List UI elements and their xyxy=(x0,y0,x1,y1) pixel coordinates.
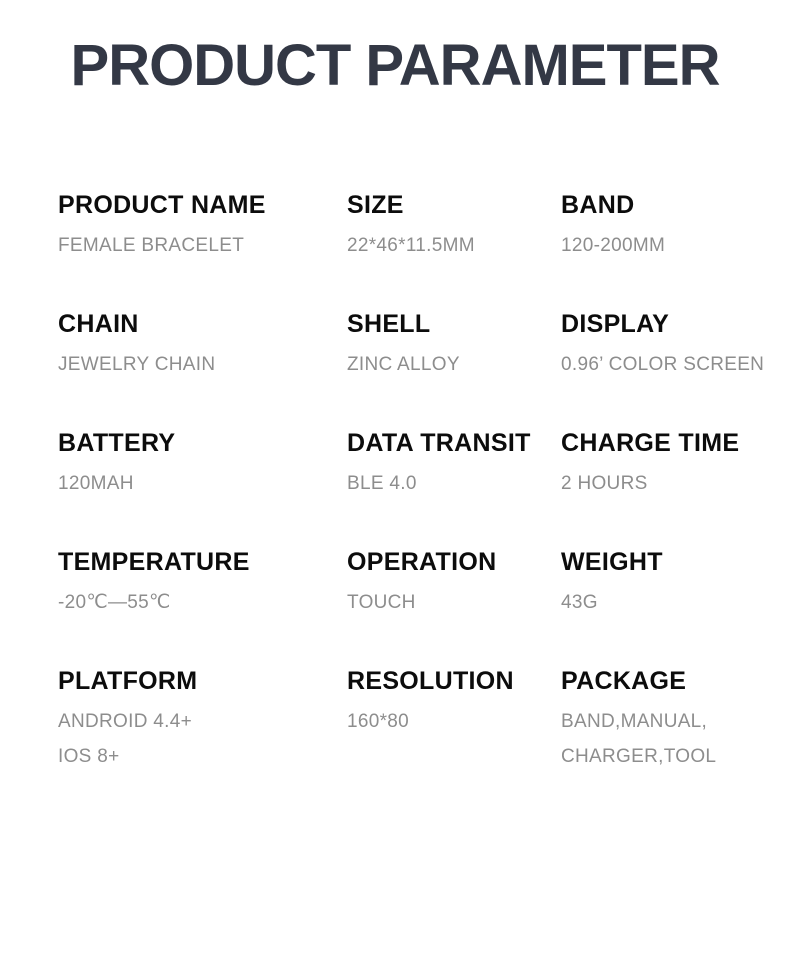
parameter-value: 22*46*11.5MM xyxy=(347,228,561,263)
parameter-value-line: TOUCH xyxy=(347,592,416,613)
parameter-label: DATA TRANSIT xyxy=(347,429,531,457)
parameter-value: 120MAH xyxy=(58,466,347,501)
parameter-cell: SIZE 22*46*11.5MM xyxy=(347,190,561,263)
parameter-label: SIZE xyxy=(347,191,404,219)
parameter-label: CHAIN xyxy=(58,310,139,338)
parameter-cell: DATA TRANSIT BLE 4.0 xyxy=(347,428,561,501)
parameter-value: 120-200MM xyxy=(561,228,790,263)
parameter-value: 0.96’ COLOR SCREEN xyxy=(561,347,790,382)
parameter-cell: RESOLUTION 160*80 xyxy=(347,666,561,774)
parameter-cell: CHAIN JEWELRY CHAIN xyxy=(58,309,347,382)
parameter-value-line: IOS 8+ xyxy=(58,746,120,767)
parameter-label: PLATFORM xyxy=(58,667,198,695)
parameter-cell: BAND 120-200MM xyxy=(561,190,790,263)
parameter-label: CHARGE TIME xyxy=(561,429,740,457)
parameter-value: BLE 4.0 xyxy=(347,466,561,501)
parameter-label: BAND xyxy=(561,191,635,219)
parameter-cell: TEMPERATURE -20℃—55℃ xyxy=(58,547,347,620)
parameter-cell: PLATFORM ANDROID 4.4+ IOS 8+ xyxy=(58,666,347,774)
parameter-value-line: BAND,MANUAL, xyxy=(561,711,708,732)
parameter-value-line: 2 HOURS xyxy=(561,473,648,494)
parameter-value: TOUCH xyxy=(347,585,561,620)
parameter-label: WEIGHT xyxy=(561,548,663,576)
parameter-label: PRODUCT NAME xyxy=(58,191,266,219)
parameter-cell: PACKAGE BAND,MANUAL, CHARGER,TOOL xyxy=(561,666,790,774)
parameter-value-line: BLE 4.0 xyxy=(347,473,417,494)
product-parameter-page: PRODUCT PARAMETER PRODUCT NAME FEMALE BR… xyxy=(0,37,790,774)
parameter-cell: OPERATION TOUCH xyxy=(347,547,561,620)
parameter-value-line: 120MAH xyxy=(58,473,134,494)
parameter-value: 160*80 xyxy=(347,704,561,739)
parameter-label: SHELL xyxy=(347,310,431,338)
parameter-value: JEWELRY CHAIN xyxy=(58,347,347,382)
page-title: PRODUCT PARAMETER xyxy=(70,33,721,98)
parameter-value-line: 120-200MM xyxy=(561,235,666,256)
parameter-cell: WEIGHT 43G xyxy=(561,547,790,620)
parameter-cell: DISPLAY 0.96’ COLOR SCREEN xyxy=(561,309,790,382)
parameter-cell: BATTERY 120MAH xyxy=(58,428,347,501)
parameter-value: 43G xyxy=(561,585,790,620)
parameter-value-line: -20℃—55℃ xyxy=(58,592,171,613)
parameter-value-line: FEMALE BRACELET xyxy=(58,235,245,256)
parameter-value-line: JEWELRY CHAIN xyxy=(58,354,216,375)
parameter-value-line: 160*80 xyxy=(347,711,410,732)
parameter-value-line: 43G xyxy=(561,592,598,613)
parameter-label: TEMPERATURE xyxy=(58,548,250,576)
parameter-label: BATTERY xyxy=(58,429,176,457)
parameter-cell: SHELL ZINC ALLOY xyxy=(347,309,561,382)
parameter-label: OPERATION xyxy=(347,548,497,576)
parameter-value-line: ANDROID 4.4+ xyxy=(58,711,193,732)
parameter-value: -20℃—55℃ xyxy=(58,585,347,620)
parameter-label: RESOLUTION xyxy=(347,667,514,695)
parameter-value: 2 HOURS xyxy=(561,466,790,501)
parameter-label: DISPLAY xyxy=(561,310,670,338)
parameter-value-line: 0.96’ COLOR SCREEN xyxy=(561,354,765,375)
parameter-cell: CHARGE TIME 2 HOURS xyxy=(561,428,790,501)
parameter-cell: PRODUCT NAME FEMALE BRACELET xyxy=(58,190,347,263)
parameter-label: PACKAGE xyxy=(561,667,687,695)
parameter-value-line: ZINC ALLOY xyxy=(347,354,460,375)
parameter-value: ANDROID 4.4+ IOS 8+ xyxy=(58,704,347,774)
parameter-value-line: 22*46*11.5MM xyxy=(347,235,475,256)
parameter-value: ZINC ALLOY xyxy=(347,347,561,382)
parameter-grid: PRODUCT NAME FEMALE BRACELET SIZE 22*46*… xyxy=(58,190,790,774)
parameter-value-line: CHARGER,TOOL xyxy=(561,746,717,767)
parameter-value: BAND,MANUAL, CHARGER,TOOL xyxy=(561,704,790,774)
parameter-value: FEMALE BRACELET xyxy=(58,228,347,263)
